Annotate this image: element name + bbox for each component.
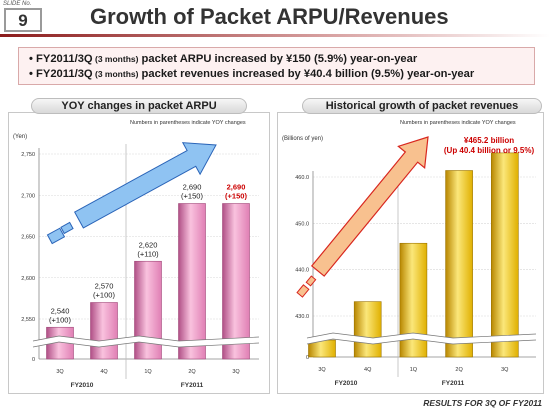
arpu-bar-chart: 02,5502,6002,6502,7002,7503Q2,540(+100)4… bbox=[21, 142, 260, 389]
arrow-dash bbox=[60, 221, 74, 235]
fiscal-year-label: FY2011 bbox=[442, 380, 465, 387]
slide-number: 9 bbox=[4, 8, 42, 32]
data-label: 2,690 bbox=[227, 183, 246, 192]
y-tick-label: 2,600 bbox=[21, 276, 35, 282]
arpu-y-unit: (Yen) bbox=[13, 134, 28, 140]
bullet-mark: • bbox=[29, 68, 33, 80]
x-tick-label: 3Q bbox=[501, 367, 509, 373]
bullet-text: packet revenues increased by ¥40.4 billi… bbox=[138, 68, 475, 80]
x-tick-label: 2Q bbox=[455, 367, 463, 373]
bullet-months: (3 months) bbox=[92, 69, 139, 79]
x-tick-label: 4Q bbox=[100, 369, 108, 375]
bar bbox=[353, 301, 382, 358]
y-tick-label: 2,650 bbox=[21, 235, 35, 241]
revenue-chart-note: Numbers in parentheses indicate YOY chan… bbox=[400, 120, 516, 126]
slide-number-label: SLIDE No. bbox=[3, 1, 32, 7]
change-label: (+100) bbox=[49, 315, 71, 324]
x-tick-label: 3Q bbox=[318, 367, 326, 373]
bullet-period: FY2011/3Q bbox=[36, 53, 93, 65]
revenue-chart-panel: Numbers in parentheses indicate YOY chan… bbox=[277, 112, 544, 394]
y-tick-label: 430.0 bbox=[295, 314, 309, 320]
arrow-dash bbox=[305, 275, 317, 287]
axis-break-gap bbox=[32, 335, 260, 348]
x-tick-label: 4Q bbox=[364, 367, 372, 373]
arpu-chart-panel: Numbers in parentheses indicate YOY chan… bbox=[8, 112, 270, 394]
bullet-months: (3 months) bbox=[92, 54, 139, 64]
y-tick-label: 2,750 bbox=[21, 152, 35, 158]
arrow-dash bbox=[46, 227, 66, 245]
data-label: 2,690 bbox=[183, 183, 202, 192]
x-tick-label: 1Q bbox=[144, 369, 152, 375]
y-tick-label: 460.0 bbox=[295, 175, 309, 181]
change-label: (+150) bbox=[181, 192, 203, 201]
axis-break-line bbox=[306, 332, 537, 339]
bar bbox=[445, 170, 473, 358]
revenue-annotation-change: (Up 40.4 billion or 9.5%) bbox=[444, 146, 535, 155]
y-tick-label: 440.0 bbox=[295, 268, 309, 274]
x-tick-label: 1Q bbox=[410, 367, 418, 373]
change-label: (+150) bbox=[225, 192, 247, 201]
y-tick-label: 2,550 bbox=[21, 317, 35, 323]
x-tick-label: 3Q bbox=[232, 369, 240, 375]
fiscal-year-label: FY2010 bbox=[335, 380, 358, 387]
y-tick-label: 2,700 bbox=[21, 193, 35, 199]
fiscal-year-label: FY2011 bbox=[181, 382, 204, 389]
growth-arrow bbox=[73, 142, 217, 229]
arrow-shape bbox=[73, 142, 217, 229]
bar bbox=[178, 203, 206, 360]
change-label: (+100) bbox=[93, 291, 115, 300]
summary-bullet-revenue: • FY2011/3Q (3 months) packet revenues i… bbox=[29, 68, 474, 80]
footer-text: RESULTS FOR 3Q OF FY2011 bbox=[423, 398, 542, 408]
title-rule bbox=[0, 34, 550, 37]
x-tick-label: 3Q bbox=[56, 369, 64, 375]
growth-arrow bbox=[310, 136, 429, 277]
revenue-bar-chart: 0 430.0 440.0 450.0 460.0 3Q 4Q 1Q 2Q 3Q FY2010 FY2… bbox=[295, 136, 537, 387]
bullet-mark: • bbox=[29, 53, 33, 65]
change-label: (+110) bbox=[137, 249, 159, 258]
y-tick-label: 450.0 bbox=[295, 221, 309, 227]
revenue-annotation-value: ¥465.2 billion bbox=[464, 136, 514, 145]
revenue-y-unit: (Billions of yen) bbox=[282, 136, 324, 142]
arpu-chart-note: Numbers in parentheses indicate YOY chan… bbox=[130, 120, 246, 126]
summary-bullet-arpu: • FY2011/3Q (3 months) packet ARPU incre… bbox=[29, 53, 417, 65]
x-tick-label: 2Q bbox=[188, 369, 196, 375]
axis-break-line bbox=[32, 335, 260, 342]
axis-break-line bbox=[32, 341, 260, 348]
arrow-dash bbox=[296, 284, 310, 298]
data-label: 2,620 bbox=[139, 240, 158, 249]
fiscal-year-label: FY2010 bbox=[71, 382, 94, 389]
y-tick-label: 0 bbox=[306, 355, 309, 361]
bar bbox=[222, 203, 250, 360]
bar bbox=[90, 302, 118, 360]
bar bbox=[491, 152, 519, 358]
axis-break-line bbox=[306, 338, 537, 345]
page-title: Growth of Packet ARPU/Revenues bbox=[90, 4, 449, 29]
data-label: 2,570 bbox=[95, 282, 114, 291]
arpu-chart-header: YOY changes in packet ARPU bbox=[31, 98, 247, 114]
summary-box: • FY2011/3Q (3 months) packet ARPU incre… bbox=[18, 47, 535, 85]
bullet-text: packet ARPU increased by ¥150 (5.9%) yea… bbox=[138, 53, 418, 65]
bullet-period: FY2011/3Q bbox=[36, 68, 93, 80]
revenue-chart-header: Historical growth of packet revenues bbox=[302, 98, 542, 114]
y-tick-label: 0 bbox=[32, 357, 35, 363]
data-label: 2,540 bbox=[51, 306, 70, 315]
axis-break-gap bbox=[306, 332, 537, 345]
